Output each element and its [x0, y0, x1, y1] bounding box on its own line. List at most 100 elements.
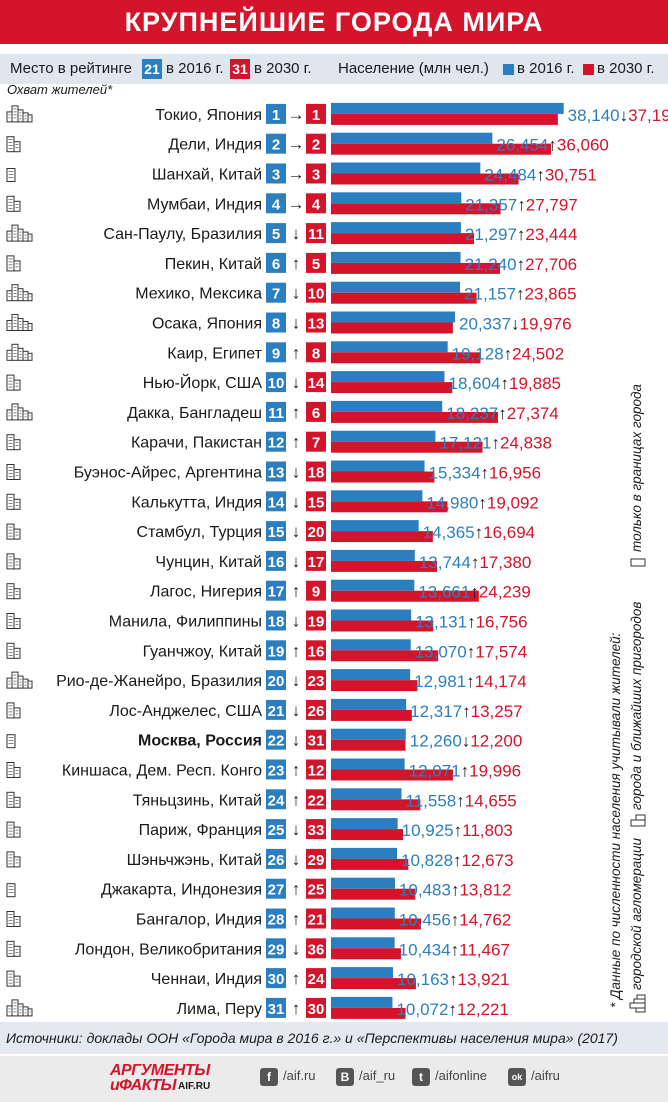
logo-line2: иФАКТЫ	[110, 1077, 177, 1094]
pop-2030-label: 12,221	[457, 1000, 509, 1019]
legend-bar: Место в рейтинге 21 в 2016 г. 31 в 2030 …	[0, 54, 668, 84]
rank-2030-box	[306, 908, 326, 929]
rank-2016-box	[266, 759, 286, 780]
rank-change-arrow: ↑	[292, 582, 301, 601]
pop-2016-label: 21,297	[465, 225, 517, 244]
pop-2016-label: 10,925	[402, 821, 454, 840]
city-name: Лондон, Великобритания	[75, 941, 262, 958]
rank-change-arrow: ↓	[292, 492, 301, 511]
pop-2030-label: 37,190	[628, 106, 668, 125]
pop-2030-label: 13,812	[459, 881, 511, 900]
rank-2030-value: 2	[312, 137, 320, 154]
rank-2016-value: 2	[272, 137, 280, 154]
pop-2030-label: 14,655	[465, 791, 517, 810]
city-row: Гуанчжоу, Китай 19 ↑ 16 13,070↑17,574	[6, 639, 527, 662]
coverage-agglomeration-icon	[6, 403, 33, 421]
rank-2016-value: 16	[268, 554, 285, 571]
footer	[0, 1056, 668, 1102]
bar-2030	[331, 411, 498, 423]
city-name: Манила, Филиппины	[109, 614, 262, 631]
city-row: Лондон, Великобритания 29 ↓ 36 10,434↑11,467	[6, 937, 510, 960]
bar-2016	[331, 698, 407, 710]
bar-2030	[331, 978, 416, 990]
coverage-suburbs-icon	[6, 136, 21, 153]
rank-2016-box	[266, 789, 286, 810]
coverage-agglomeration-icon	[6, 105, 33, 123]
bar-2030	[331, 471, 435, 483]
rank-2016-box	[266, 878, 286, 899]
city-row: Стамбул, Турция 15 ↓ 20 14,365↑16,694	[6, 520, 535, 543]
city-row: Ченнаи, Индия 30 ↑ 24 10,163↑13,921	[6, 967, 509, 990]
rank-2030-value: 17	[308, 554, 325, 571]
side-note-city-icon	[630, 558, 646, 567]
population-labels: 13,744↑17,380	[419, 553, 531, 572]
city-name: Чунцин, Китай	[155, 554, 262, 571]
social-vk-link[interactable]: В/aif_ru	[336, 1066, 395, 1086]
rank-2030-value: 12	[308, 763, 325, 780]
rank-2016-box	[266, 968, 286, 989]
city-row: Пекин, Китай 6 ↑ 5 21,240↑27,706	[6, 251, 577, 274]
social-twitter-link[interactable]: t/aifonline	[412, 1066, 487, 1086]
rank-change-arrow: ↑	[292, 254, 301, 273]
rank-2030-value: 26	[308, 703, 325, 720]
pop-change-arrow: ↑	[548, 136, 557, 155]
pop-2030-label: 12,200	[470, 732, 522, 751]
rank-2016-value: 5	[272, 226, 280, 243]
pop-2016-label: 10,163	[397, 970, 449, 989]
pop-2016-label: 18,237	[446, 404, 498, 423]
population-labels: 20,337↓19,976	[459, 315, 571, 334]
population-labels: 10,456↑14,762	[399, 911, 512, 930]
rank-2030-value: 13	[308, 316, 325, 333]
city-row: Дели, Индия 2 → 2 26,454↑36,060	[6, 132, 609, 155]
rank-2016-value: 7	[272, 286, 280, 303]
bar-2030	[331, 352, 481, 364]
rank-change-arrow: →	[288, 135, 305, 154]
pop-2016-label: 11,558	[406, 791, 457, 810]
pop-change-arrow: ↑	[470, 583, 479, 602]
bar-2016	[331, 967, 393, 979]
social-facebook-link[interactable]: f/aif.ru	[260, 1066, 316, 1086]
pop-2016-label: 10,828	[401, 851, 453, 870]
rank-2016-box	[266, 521, 286, 542]
bar-2030	[331, 590, 479, 602]
rank-2016-box	[266, 372, 286, 393]
legend-population-label: Население (млн чел.)	[338, 60, 489, 77]
rank-change-arrow: ↑	[292, 910, 301, 929]
coverage-suburbs-icon	[6, 434, 21, 451]
pop-2030-label: 23,865	[525, 285, 577, 304]
bar-2030	[331, 203, 501, 215]
rank-2016-value: 28	[268, 912, 285, 929]
rank-2030-box	[306, 580, 326, 601]
social-ok-link[interactable]: ok/aifru	[508, 1066, 560, 1086]
pop-change-arrow: ↑	[475, 523, 484, 542]
city-name: Рио-де-Жанейро, Бразилия	[56, 673, 262, 690]
rank-change-arrow: ↓	[292, 552, 301, 571]
city-name: Осака, Япония	[152, 316, 262, 333]
rank-change-arrow: ↓	[292, 224, 301, 243]
rank-2030-box	[306, 193, 326, 214]
rank-2030-box	[306, 699, 326, 720]
city-name: Карачи, Пакистан	[131, 435, 262, 452]
rank-2016-value: 26	[268, 852, 285, 869]
population-labels: 14,365↑16,694	[423, 523, 535, 542]
aif-logo[interactable]: АРГУМЕНТЫ иФАКТЫ AIF.RU	[110, 1062, 220, 1094]
coverage-suburbs-icon	[6, 553, 21, 570]
city-row: Осака, Япония 8 ↓ 13 20,337↓19,976	[6, 311, 572, 334]
city-name: Париж, Франция	[139, 822, 262, 839]
legend-rank-2030-label: в 2030 г.	[254, 60, 312, 77]
pop-2030-label: 19,996	[469, 762, 521, 781]
city-name: Нью-Йорк, США	[143, 373, 263, 392]
rank-2016-box	[266, 580, 286, 601]
rank-2016-box	[266, 938, 286, 959]
bar-2016	[331, 996, 393, 1008]
coverage-suburbs-icon	[6, 493, 21, 510]
rank-2016-value: 31	[268, 1001, 285, 1018]
rank-change-arrow: ↓	[292, 463, 301, 482]
rank-change-arrow: ↓	[292, 314, 301, 333]
rank-change-arrow: ↑	[292, 761, 301, 780]
rank-2016-value: 3	[272, 167, 280, 184]
rank-2030-value: 19	[308, 614, 325, 631]
bar-2030	[331, 739, 406, 751]
population-labels: 18,604↑19,885	[448, 374, 560, 393]
